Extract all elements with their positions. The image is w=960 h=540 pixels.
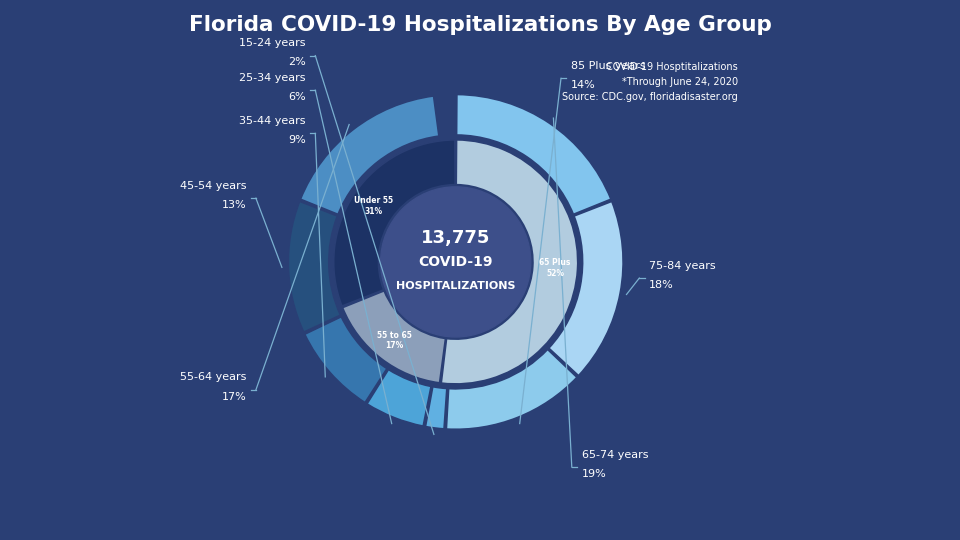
Wedge shape: [367, 369, 431, 426]
Wedge shape: [442, 140, 578, 384]
Text: 18%: 18%: [649, 280, 674, 290]
Wedge shape: [549, 201, 623, 376]
Text: 25-34 years: 25-34 years: [239, 72, 305, 83]
Text: COVID-19 Hosptitalizations
*Through June 24, 2020
Source: CDC.gov, floridadisast: COVID-19 Hosptitalizations *Through June…: [563, 62, 738, 103]
Text: 15-24 years: 15-24 years: [239, 38, 305, 48]
Text: 75-84 years: 75-84 years: [649, 260, 715, 271]
Text: 6%: 6%: [288, 92, 305, 102]
Text: Florida COVID-19 Hospitalizations By Age Group: Florida COVID-19 Hospitalizations By Age…: [188, 15, 772, 35]
Text: 19%: 19%: [582, 469, 607, 479]
Wedge shape: [334, 140, 455, 306]
Wedge shape: [288, 201, 341, 332]
Text: 65 Plus
52%: 65 Plus 52%: [540, 259, 571, 278]
Text: HOSPITALIZATIONS: HOSPITALIZATIONS: [396, 281, 516, 291]
Text: 45-54 years: 45-54 years: [180, 180, 246, 191]
Text: 65-74 years: 65-74 years: [582, 449, 648, 460]
Text: 35-44 years: 35-44 years: [239, 116, 305, 126]
Wedge shape: [343, 291, 445, 383]
Text: COVID-19: COVID-19: [419, 255, 492, 269]
Text: 55-64 years: 55-64 years: [180, 372, 246, 382]
Text: 85 Plus years: 85 Plus years: [570, 60, 645, 71]
Wedge shape: [457, 94, 611, 214]
Text: Under 55
31%: Under 55 31%: [353, 196, 393, 215]
Text: 55 to 65
17%: 55 to 65 17%: [377, 331, 412, 350]
Wedge shape: [304, 317, 387, 403]
Text: 9%: 9%: [288, 135, 305, 145]
Text: 14%: 14%: [570, 80, 595, 90]
Wedge shape: [425, 387, 446, 429]
Wedge shape: [300, 96, 439, 214]
Text: 13,775: 13,775: [421, 229, 491, 247]
Text: 17%: 17%: [222, 392, 246, 402]
Text: 13%: 13%: [222, 200, 246, 210]
Circle shape: [380, 187, 531, 337]
Wedge shape: [446, 349, 577, 429]
Text: 2%: 2%: [288, 57, 305, 68]
